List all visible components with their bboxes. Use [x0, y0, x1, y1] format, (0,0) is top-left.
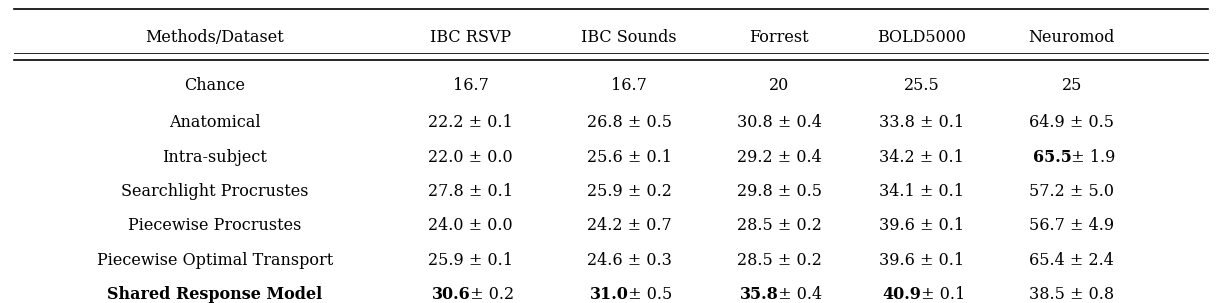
Text: 29.2 ± 0.4: 29.2 ± 0.4 [737, 149, 821, 166]
Text: 27.8 ± 0.1: 27.8 ± 0.1 [428, 183, 513, 200]
Text: 39.6 ± 0.1: 39.6 ± 0.1 [880, 217, 964, 234]
Text: 24.6 ± 0.3: 24.6 ± 0.3 [587, 251, 672, 269]
Text: Anatomical: Anatomical [169, 115, 260, 132]
Text: 29.8 ± 0.5: 29.8 ± 0.5 [737, 183, 821, 200]
Text: Searchlight Procrustes: Searchlight Procrustes [121, 183, 308, 200]
Text: 57.2 ± 5.0: 57.2 ± 5.0 [1029, 183, 1114, 200]
Text: 56.7 ± 4.9: 56.7 ± 4.9 [1029, 217, 1114, 234]
Text: Forrest: Forrest [749, 28, 809, 46]
Text: ± 0.4: ± 0.4 [774, 286, 822, 303]
Text: 25.5: 25.5 [904, 77, 940, 94]
Text: Shared Response Model: Shared Response Model [108, 286, 323, 303]
Text: 24.2 ± 0.7: 24.2 ± 0.7 [587, 217, 672, 234]
Text: Piecewise Optimal Transport: Piecewise Optimal Transport [97, 251, 332, 269]
Text: 25: 25 [1062, 77, 1081, 94]
Text: Methods/Dataset: Methods/Dataset [145, 28, 285, 46]
Text: Intra-subject: Intra-subject [163, 149, 268, 166]
Text: BOLD5000: BOLD5000 [877, 28, 967, 46]
Text: 22.2 ± 0.1: 22.2 ± 0.1 [429, 115, 513, 132]
Text: 35.8: 35.8 [741, 286, 778, 303]
Text: ± 0.1: ± 0.1 [915, 286, 965, 303]
Text: ± 0.5: ± 0.5 [623, 286, 672, 303]
Text: 38.5 ± 0.8: 38.5 ± 0.8 [1029, 286, 1114, 303]
Text: 28.5 ± 0.2: 28.5 ± 0.2 [737, 217, 821, 234]
Text: 65.5: 65.5 [1033, 149, 1072, 166]
Text: 24.0 ± 0.0: 24.0 ± 0.0 [429, 217, 513, 234]
Text: 34.2 ± 0.1: 34.2 ± 0.1 [880, 149, 964, 166]
Text: 28.5 ± 0.2: 28.5 ± 0.2 [737, 251, 821, 269]
Text: 34.1 ± 0.1: 34.1 ± 0.1 [880, 183, 964, 200]
Text: IBC RSVP: IBC RSVP [430, 28, 511, 46]
Text: IBC Sounds: IBC Sounds [582, 28, 677, 46]
Text: 16.7: 16.7 [453, 77, 489, 94]
Text: 65.4 ± 2.4: 65.4 ± 2.4 [1029, 251, 1114, 269]
Text: Piecewise Procrustes: Piecewise Procrustes [128, 217, 302, 234]
Text: 16.7: 16.7 [611, 77, 648, 94]
Text: 22.0 ± 0.0: 22.0 ± 0.0 [429, 149, 513, 166]
Text: ± 0.2: ± 0.2 [464, 286, 513, 303]
Text: 39.6 ± 0.1: 39.6 ± 0.1 [880, 251, 964, 269]
Text: 25.9 ± 0.2: 25.9 ± 0.2 [587, 183, 672, 200]
Text: 40.9: 40.9 [882, 286, 921, 303]
Text: 64.9 ± 0.5: 64.9 ± 0.5 [1029, 115, 1114, 132]
Text: 25.6 ± 0.1: 25.6 ± 0.1 [587, 149, 672, 166]
Text: 20: 20 [769, 77, 789, 94]
Text: Neuromod: Neuromod [1029, 28, 1114, 46]
Text: Chance: Chance [185, 77, 246, 94]
Text: ± 1.9: ± 1.9 [1066, 149, 1116, 166]
Text: 25.9 ± 0.1: 25.9 ± 0.1 [428, 251, 513, 269]
Text: 30.6: 30.6 [431, 286, 470, 303]
Text: 26.8 ± 0.5: 26.8 ± 0.5 [587, 115, 672, 132]
Text: 30.8 ± 0.4: 30.8 ± 0.4 [737, 115, 821, 132]
Text: 33.8 ± 0.1: 33.8 ± 0.1 [880, 115, 964, 132]
Text: 31.0: 31.0 [590, 286, 629, 303]
